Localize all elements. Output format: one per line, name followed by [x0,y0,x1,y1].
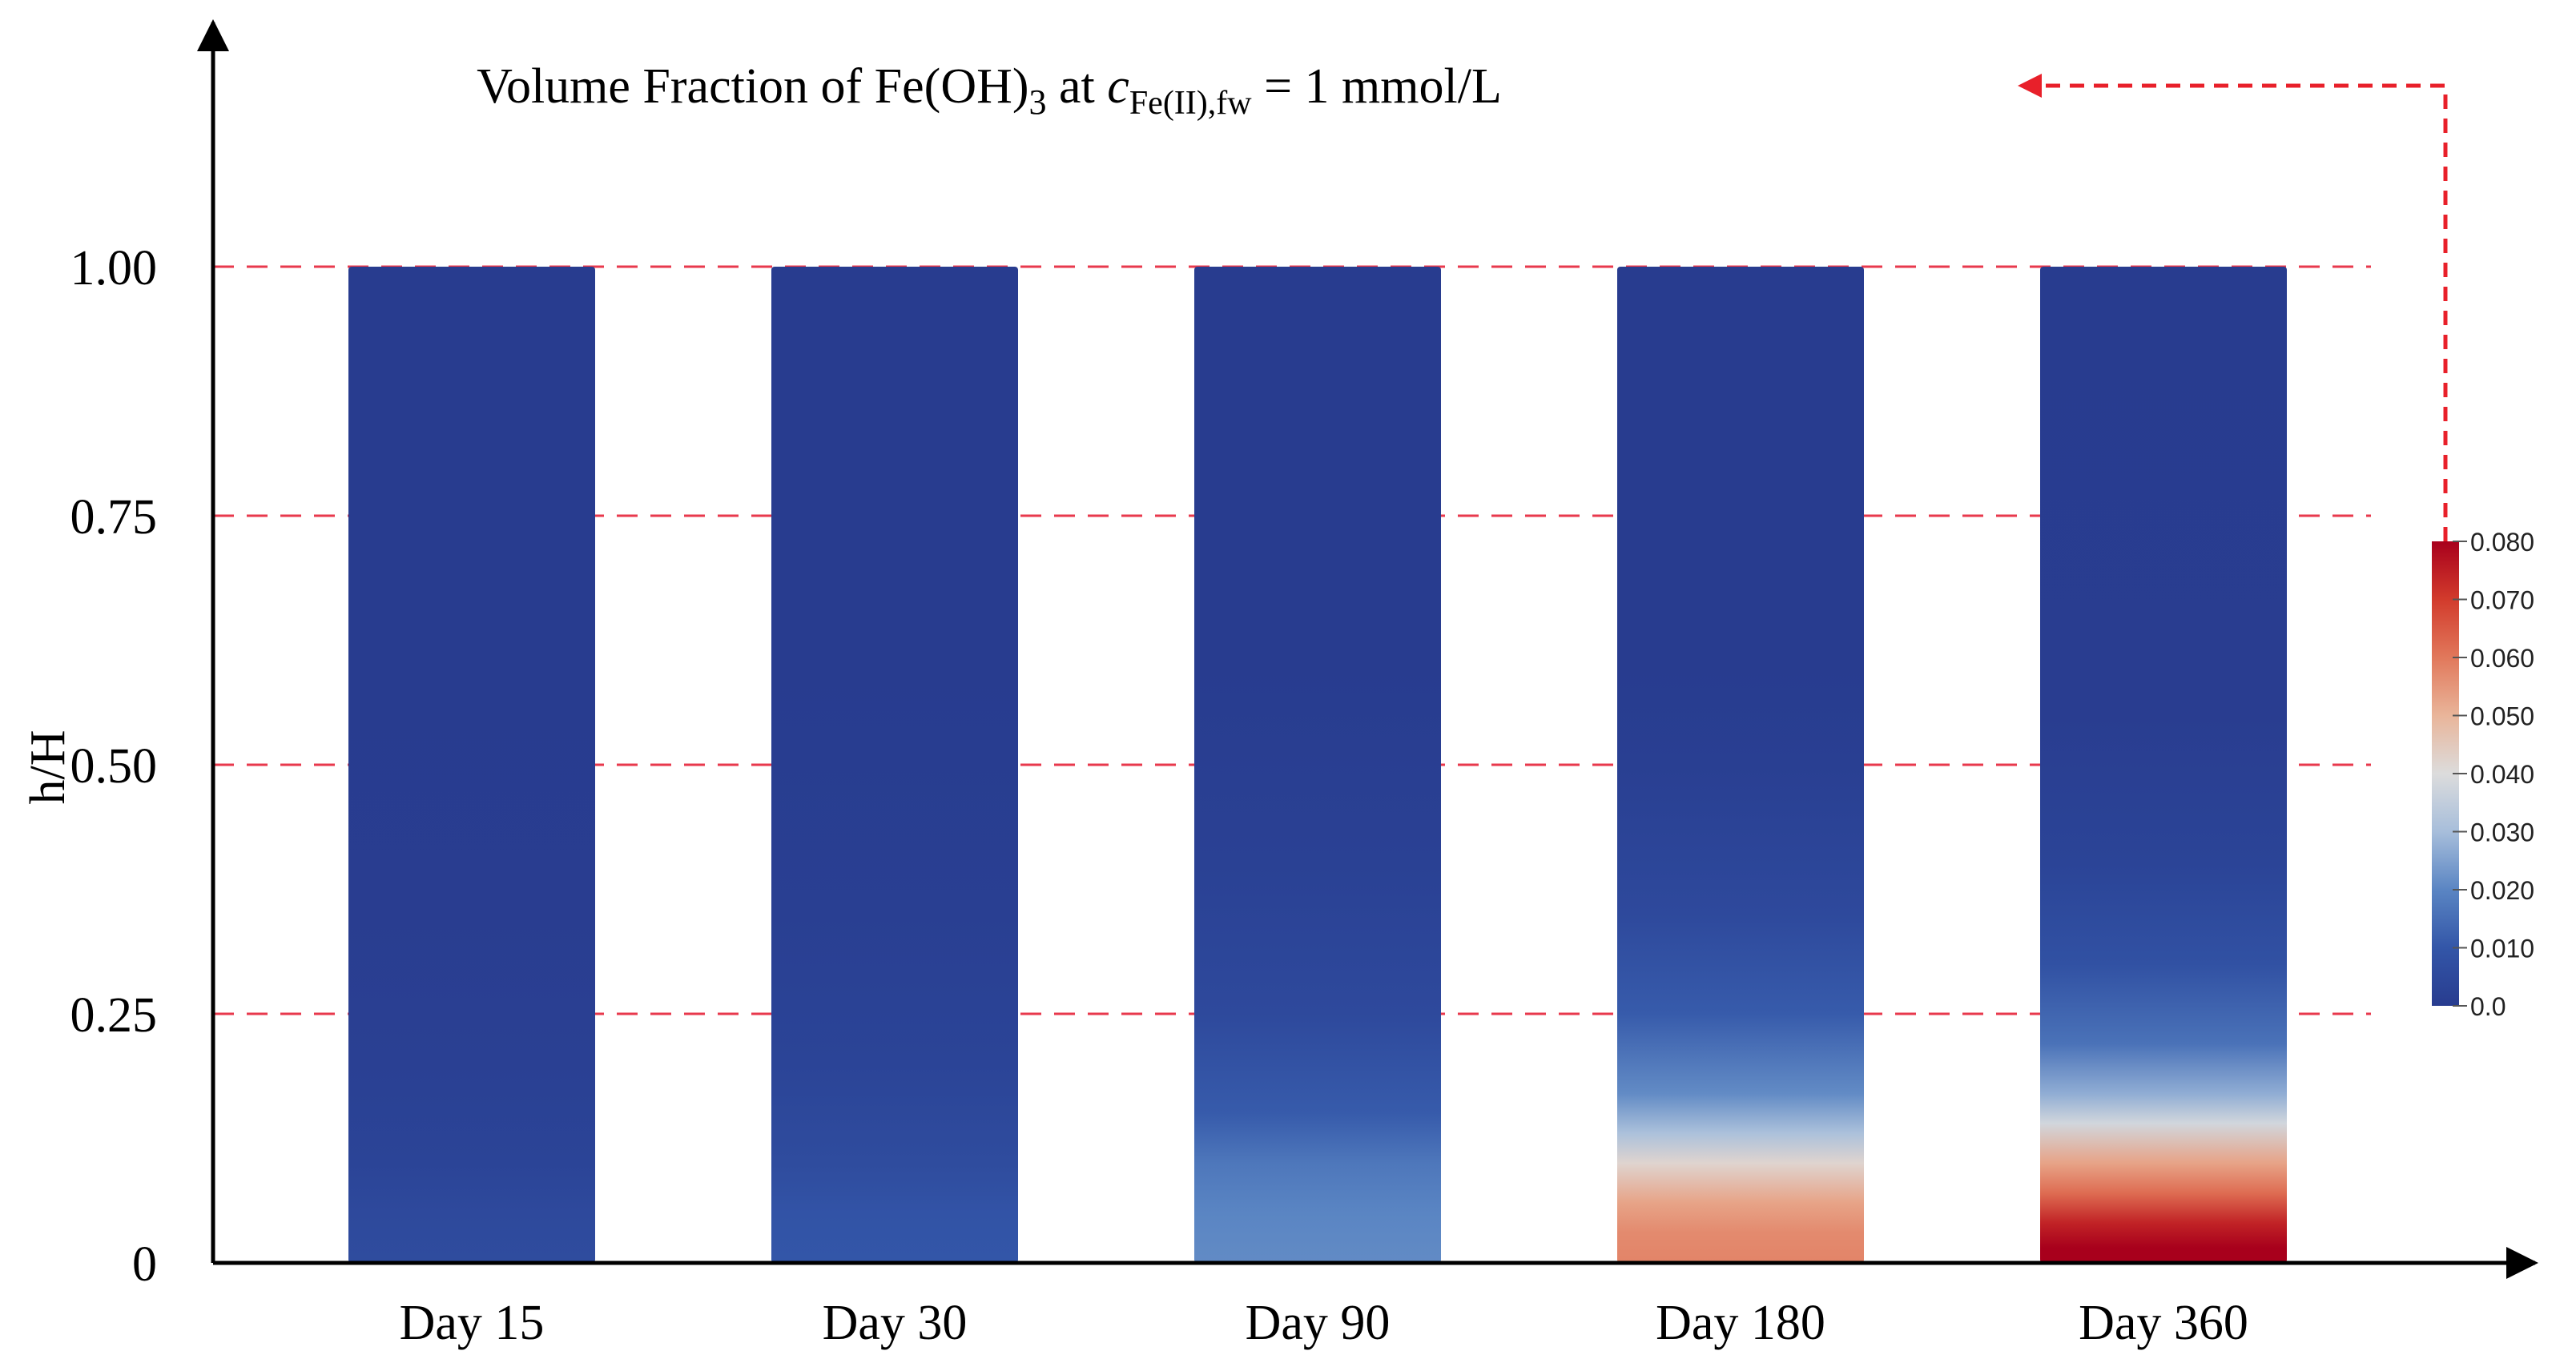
y-tick-labels: 0 0.25 0.50 0.75 1.00 [70,241,158,1292]
x-category-label: Day 360 [2079,1296,2248,1350]
x-category-label: Day 15 [400,1296,545,1350]
y-tick-label: 1.00 [70,241,158,296]
bar-day-30 [771,267,1018,1263]
bar-day-180 [1617,267,1864,1263]
colorbar-tick-label: 0.0 [2470,992,2506,1021]
colorbar-connector-arrow [2018,74,2448,541]
colorbar-tick-label: 0.010 [2470,935,2534,963]
bar-day-360 [2040,267,2287,1263]
colorbar-tick-label: 0.060 [2470,644,2534,673]
x-category-label: Day 180 [1656,1296,1825,1350]
colorbar-tick-label: 0.050 [2470,702,2534,731]
bars [348,267,2287,1263]
bar-day-15 [348,267,595,1263]
y-axis-label: h/H [21,730,75,805]
y-tick-label: 0.75 [70,490,158,545]
bar-day-90 [1194,267,1441,1263]
colorbar-tick-label: 0.070 [2470,586,2534,615]
x-category-label: Day 90 [1246,1296,1391,1350]
colorbar-tick-label: 0.040 [2470,760,2534,789]
x-category-labels: Day 15 Day 30 Day 90 Day 180 Day 360 [400,1296,2248,1350]
x-category-label: Day 30 [823,1296,968,1350]
y-tick-label: 0.50 [70,739,158,794]
y-tick-label: 0.25 [70,988,158,1043]
chart-title: Volume Fraction of Fe(OH)3 at cFe(II),fw… [477,59,1502,122]
colorbar: 0.0 0.010 0.020 0.030 0.040 0.050 0.060 0.070 0.… [2432,528,2534,1021]
colorbar-tick-label: 0.080 [2470,528,2534,557]
colorbar-tick-label: 0.020 [2470,876,2534,905]
colorbar-tick-label: 0.030 [2470,818,2534,847]
y-tick-label: 0 [132,1237,157,1292]
